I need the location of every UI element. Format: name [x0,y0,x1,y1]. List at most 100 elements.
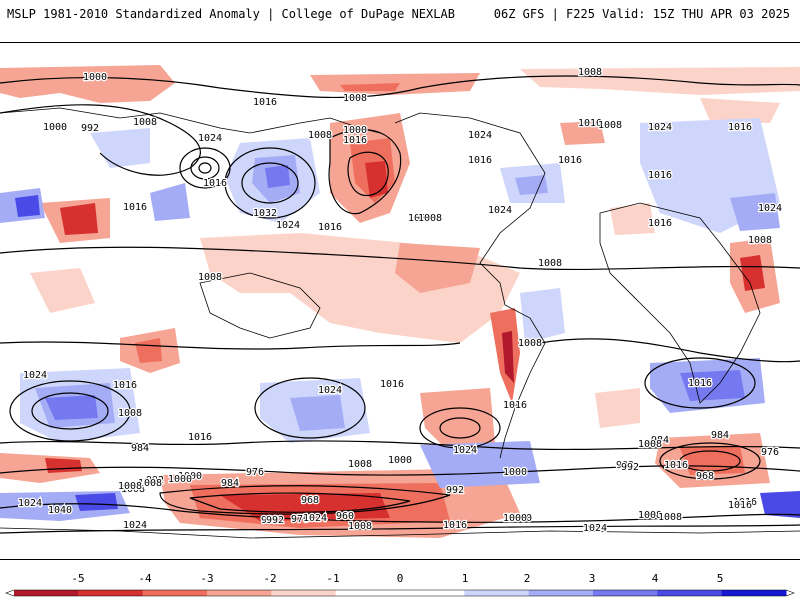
isobar-label: 1016 [503,400,527,411]
isobar-label: 1016 [578,118,602,129]
neg-anomaly-area [420,388,495,453]
isobar-label: 1000 [168,474,192,485]
isobar-label: 1008 [121,484,145,495]
isobar [644,357,756,409]
coastline-americas [394,112,546,459]
isobar-label: 992 [446,485,464,496]
neg-anomaly-area [560,121,605,145]
colorbar-tick-label: -3 [200,572,213,585]
colorbar-tick-label: 5 [717,572,724,585]
isobar-contours [0,75,800,534]
colorbar-segment [271,590,337,596]
isobar-label: 1016 [343,135,367,146]
isobar-label: 1016 [253,97,277,108]
colorbar-tick-label: -5 [71,572,84,585]
isobar [0,246,800,271]
isobar-label: 1024 [198,133,222,144]
neg-anomaly-area [60,203,98,235]
isobar-label: 1016 [318,222,342,233]
isobar [439,417,481,439]
neg-anomaly-area [610,203,655,235]
isobar-label: 1024 [648,122,672,133]
isobar-label: 992 [266,515,284,526]
isobar-label: 1000 [43,122,67,133]
isobar-label: 976 [246,467,264,478]
isobar-label: 1016 [733,497,757,508]
neg-anomaly-area [595,388,640,428]
isobar-label: 1000 [508,513,532,524]
neg-anomaly-area [0,65,175,103]
isobar [179,147,231,189]
colorbar-bar [5,589,795,597]
isobar-label: 1008 [638,439,662,450]
isobar-label: 1024 [453,445,477,456]
model-valid-time: 06Z GFS | F225 Valid: 15Z THU APR 03 202… [493,7,790,21]
isobar-label: 976 [291,514,309,525]
isobar [31,392,109,430]
isobar [0,75,800,99]
map-title: MSLP 1981-2010 Standardized Anomaly | Co… [7,7,455,21]
isobar-label: 992 [261,515,279,526]
isobar-label: 992 [621,462,639,473]
isobar [189,492,411,513]
isobar-label: 1000 [343,125,367,136]
pos-anomaly-area [520,288,565,343]
isobar-label: 1024 [468,130,492,141]
colorbar-segment [593,590,658,596]
colorbar-segment [335,590,401,596]
isobar-label: 1008 [638,510,662,521]
coastline-africa-europe [599,202,761,404]
isobar-label: 1016 [728,500,752,511]
isobar-label: 984 [651,435,669,446]
isobar-label: 1024 [123,520,147,531]
neg-anomaly-area [30,268,95,313]
colorbar-segment [14,590,79,596]
colorbar-segment [207,590,272,596]
isobar-label: 1016 [558,155,582,166]
isobar-label: 1008 [348,521,372,532]
isobar-label: 1016 [443,520,467,531]
isobar [539,338,800,363]
isobar-label: 1008 [408,213,432,224]
isobar-label: 1008 [748,235,772,246]
colorbar-outline [5,589,795,597]
colorbar-segment [464,590,530,596]
isobar-label: 976 [761,447,779,458]
colorbar-segment [721,590,787,596]
pos-anomaly-area [75,493,118,511]
isobar-label: 960 [336,511,354,522]
isobar-label: 968 [301,495,319,506]
isobar-label: 1008 [308,130,332,141]
isobar [0,503,800,523]
colorbar-segment [400,590,465,596]
neg-anomaly-area [700,98,780,123]
isobar-label: 984 [131,443,149,454]
colorbar-segment [142,590,208,596]
pos-anomaly-area [90,128,150,168]
isobar-label: 992 [81,123,99,134]
isobar-label: 1008 [598,120,622,131]
isobar-label: 1016 [728,122,752,133]
isobar-label: 1016 [688,378,712,389]
coastline-asia [0,107,381,134]
isobar-label: 984 [221,478,239,489]
isobar [159,485,451,515]
isobar-label: 1008 [138,478,162,489]
isobar-label: 1016 [380,379,404,390]
colorbar-tick-label: 1 [462,572,469,585]
neg-anomaly-area [395,243,480,293]
neg-anomaly-area [45,458,82,473]
isobar-label: 1016 [468,155,492,166]
isobar-label: 1008 [343,93,367,104]
isobar-label: 1000 [503,513,527,524]
isobar-label: 968 [696,471,714,482]
isobar [198,162,212,174]
isobar-label: 1016 [648,170,672,181]
isobar-label: 1008 [118,481,142,492]
isobar-label: 1032 [253,208,277,219]
isobar-label: 1000 [83,72,107,83]
colorbar-segment [78,590,144,596]
isobar-label: 1024 [23,370,47,381]
pos-anomaly-area [45,395,98,420]
isobar [224,147,316,219]
